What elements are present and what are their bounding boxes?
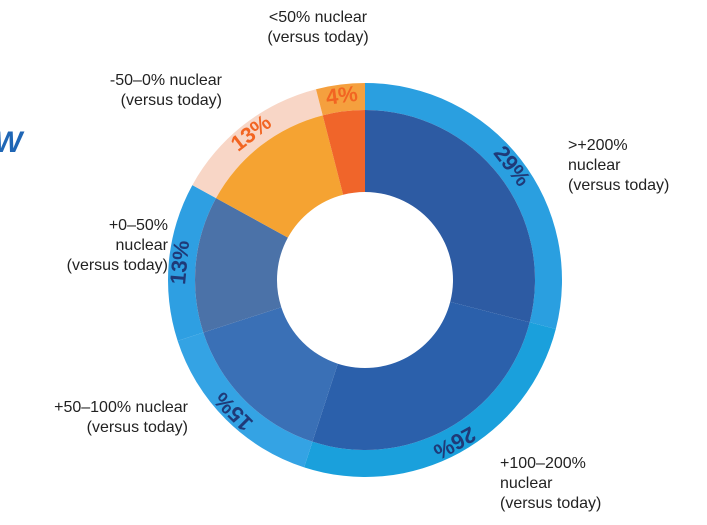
title-fragment: W [0, 126, 25, 159]
value-label: 13% [165, 239, 194, 285]
label-line: +0–50% [109, 217, 168, 234]
segment [203, 307, 338, 442]
label-line: -50–0% nuclear [110, 72, 223, 89]
label-line: nuclear [116, 237, 169, 254]
segment-ring [304, 322, 556, 477]
segment [312, 301, 530, 450]
label-line: (versus today) [87, 419, 188, 436]
segment [365, 110, 535, 323]
segment-ring [365, 83, 562, 329]
label-line: (versus today) [267, 29, 368, 46]
category-label: -50–0% nuclear (versus today) [110, 72, 223, 109]
segment-ring [192, 89, 323, 199]
segment [322, 110, 365, 195]
label-line: (versus today) [500, 495, 601, 512]
category-label: +50–100% nuclear (versus today) [54, 399, 189, 436]
segment-ring [177, 332, 313, 468]
label-line: +50–100% nuclear [54, 399, 189, 416]
label-line: nuclear [500, 475, 553, 492]
value-label: 4% [324, 81, 359, 110]
segment-ring [316, 83, 365, 116]
category-label: +100–200% nuclear (versus today) [500, 455, 601, 512]
category-label: +0–50% nuclear (versus today) [67, 217, 169, 274]
label-line: (versus today) [121, 92, 222, 109]
label-line: +100–200% [500, 455, 586, 472]
category-label: <50% nuclear (versus today) [267, 9, 368, 46]
segment-ring [168, 185, 217, 341]
label-line: <50% nuclear [269, 9, 368, 26]
label-line: (versus today) [67, 257, 168, 274]
segment [195, 198, 288, 333]
label-line: (versus today) [568, 177, 669, 194]
category-label: >+200% nuclear (versus today) [568, 137, 669, 194]
segment [216, 115, 344, 238]
label-line: nuclear [568, 157, 621, 174]
label-line: >+200% [568, 137, 628, 154]
